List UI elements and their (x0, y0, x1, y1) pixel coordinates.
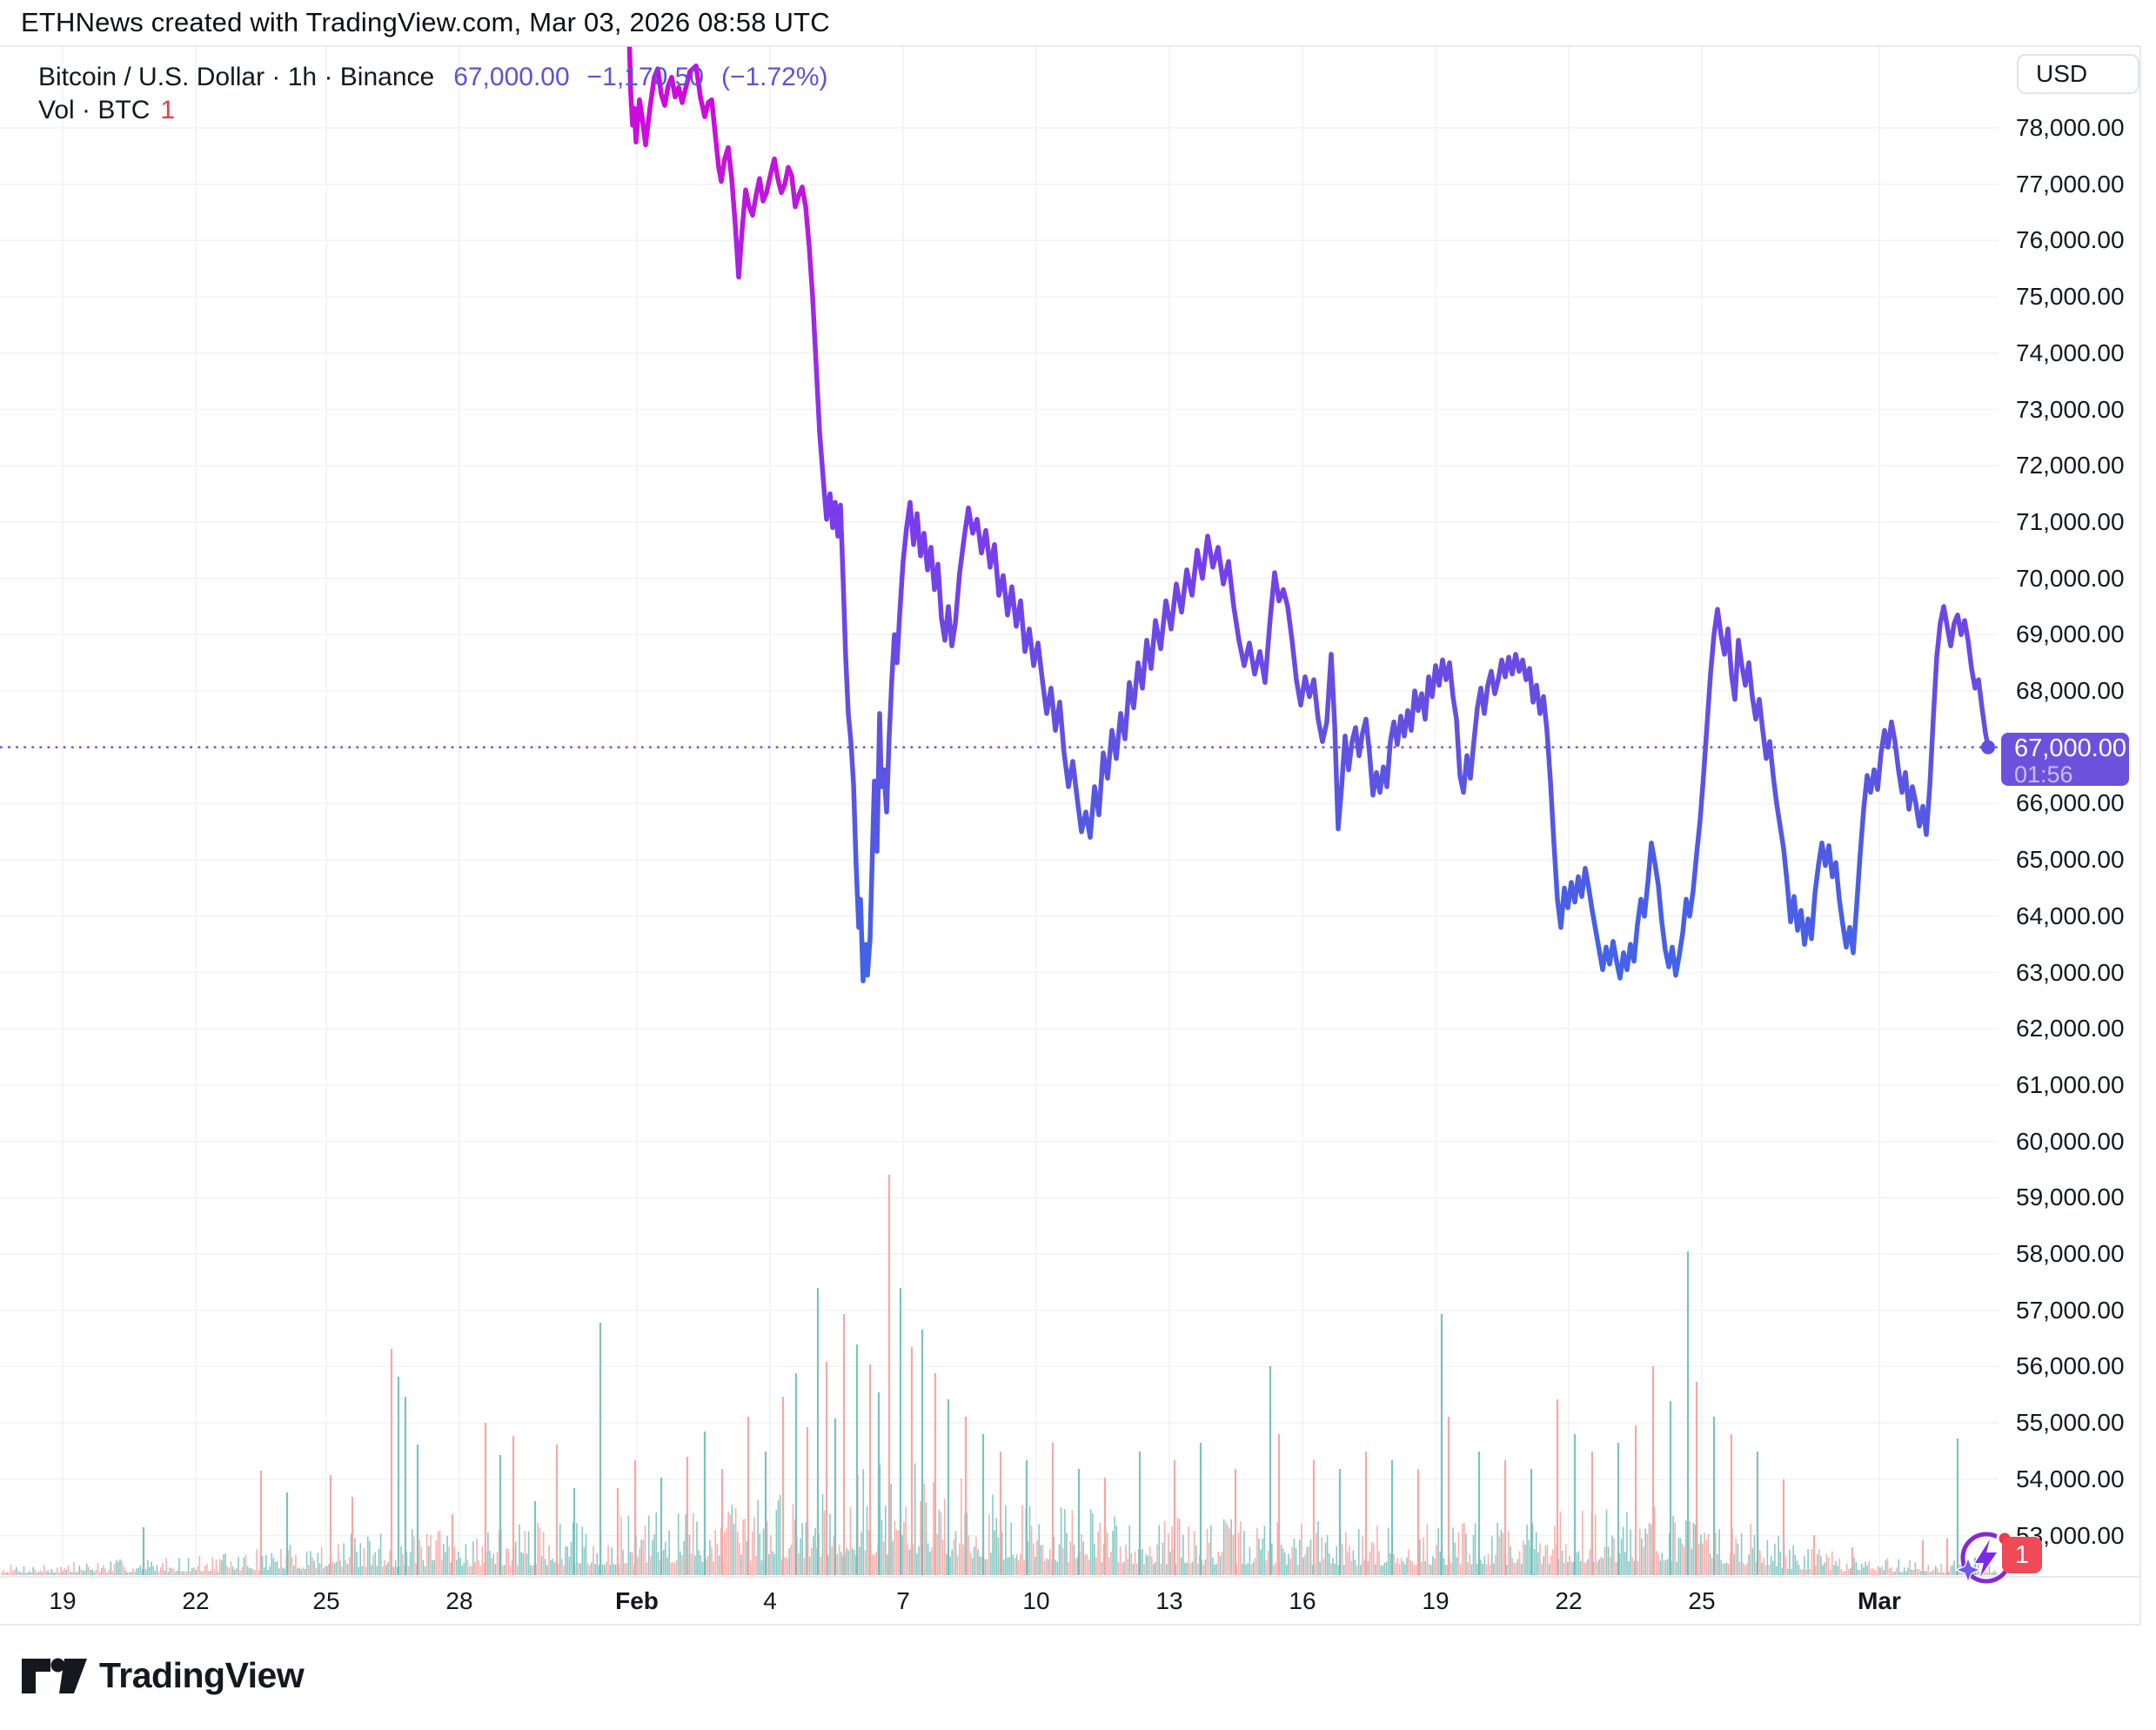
time-axis-label: 16 (1289, 1587, 1316, 1614)
time-axis-label: 19 (1422, 1587, 1450, 1614)
time-axis-label: Mar (1858, 1587, 1901, 1614)
price-change: −1,170.50 (586, 63, 704, 91)
alert-count: 1 (2014, 1540, 2030, 1569)
time-axis-label: 22 (182, 1587, 210, 1614)
last-price-badge-value: 67,000.00 (2014, 734, 2127, 762)
price-axis-label: 54,000.00 (2016, 1465, 2125, 1492)
price-axis-label: 71,000.00 (2016, 507, 2125, 535)
time-axis-label: 4 (763, 1587, 777, 1614)
price-axis-label: 76,000.00 (2016, 226, 2125, 254)
last-price-value: 67,000.00 (453, 63, 570, 91)
tradingview-mark-icon (22, 1658, 87, 1693)
price-axis-label: 58,000.00 (2016, 1240, 2125, 1267)
currency-label: USD (2036, 60, 2088, 87)
price-axis-label: 73,000.00 (2016, 395, 2125, 423)
time-axis-label: 22 (1555, 1587, 1583, 1614)
price-axis-label: 78,000.00 (2016, 114, 2125, 141)
price-axis-label: 68,000.00 (2016, 677, 2125, 704)
volume-value: 1 (160, 96, 176, 124)
time-axis-label: 28 (445, 1587, 473, 1614)
time-axis-label: 13 (1155, 1587, 1183, 1614)
time-axis-label: 7 (896, 1587, 910, 1614)
volume-bars (1, 1175, 1998, 1575)
volume-label[interactable]: Vol · BTC (38, 96, 151, 124)
price-axis-label: 77,000.00 (2016, 170, 2125, 198)
price-axis-label: 64,000.00 (2016, 902, 2125, 929)
price-change-percent: (−1.72%) (720, 63, 828, 91)
symbol-title[interactable]: Bitcoin / U.S. Dollar · 1h · Binance (38, 63, 435, 91)
volume-row: Vol · BTC 1 (38, 96, 175, 125)
price-axis-label: 63,000.00 (2016, 958, 2125, 986)
tradingview-logo-text: TradingView (99, 1655, 305, 1695)
countdown-timer: 01:56 (2014, 761, 2073, 788)
price-axis-label: 57,000.00 (2016, 1296, 2125, 1324)
last-price-badge: 67,000.00 01:56 (2001, 733, 2129, 788)
price-axis-label: 61,000.00 (2016, 1070, 2125, 1098)
price-line (626, 46, 1991, 983)
last-price-dot (1981, 740, 1995, 754)
price-axis-label: 72,000.00 (2016, 452, 2125, 479)
time-axis-label: 19 (49, 1587, 77, 1614)
price-axis-label: 60,000.00 (2016, 1127, 2125, 1155)
tradingview-logo[interactable]: TradingView (21, 1655, 305, 1696)
sparkle-icon (1957, 1556, 1982, 1584)
currency-button[interactable]: USD (2017, 54, 2139, 94)
price-axis-label: 70,000.00 (2016, 564, 2125, 592)
time-axis-label: Feb (615, 1587, 659, 1614)
price-axis-label: 69,000.00 (2016, 620, 2125, 648)
alert-count-badge[interactable]: 1 (2002, 1537, 2042, 1573)
price-axis-label: 75,000.00 (2016, 283, 2125, 311)
price-axis-label: 74,000.00 (2016, 339, 2125, 366)
time-axis-label: 10 (1022, 1587, 1050, 1614)
price-axis-label: 65,000.00 (2016, 846, 2125, 874)
attribution-note: ETHNews created with TradingView.com, Ma… (21, 7, 830, 37)
price-axis-label: 55,000.00 (2016, 1409, 2125, 1437)
symbol-row: Bitcoin / U.S. Dollar · 1h · Binance 67,0… (38, 63, 828, 92)
price-axis-label: 59,000.00 (2016, 1184, 2125, 1211)
price-axis-label: 56,000.00 (2016, 1352, 2125, 1380)
time-axis-label: 25 (1688, 1587, 1716, 1614)
lightning-icon (1972, 1539, 1999, 1578)
time-axis-label: 25 (312, 1587, 340, 1614)
price-axis-label: 62,000.00 (2016, 1015, 2125, 1043)
price-axis-label: 66,000.00 (2016, 789, 2125, 817)
